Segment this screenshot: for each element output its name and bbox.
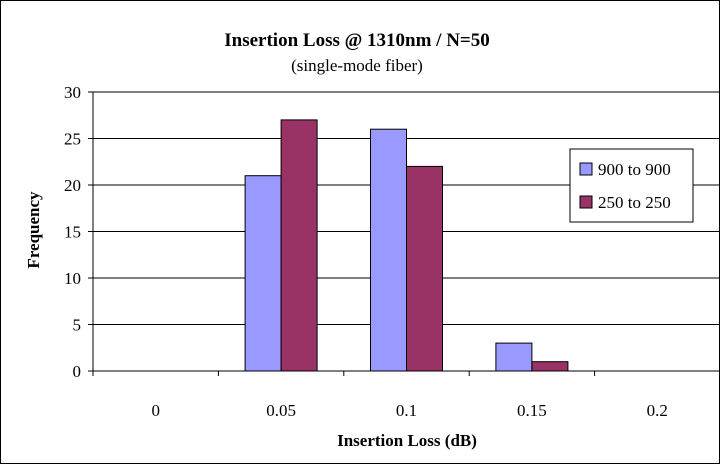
legend-swatch: [579, 162, 593, 176]
y-tick-label: 5: [73, 316, 82, 335]
legend-label: 900 to 900: [598, 160, 671, 179]
x-tick-label: 0.15: [517, 401, 547, 420]
bar-900-to-900-0.1: [370, 128, 407, 372]
y-tick-label: 15: [64, 223, 81, 242]
y-axis-ticks: 0 5 10 15 20 25 30: [64, 83, 93, 381]
bar-900-to-900-0.05: [244, 175, 282, 372]
bar-250-to-250-0.15: [531, 361, 569, 372]
y-tick-label: 30: [64, 83, 81, 102]
x-tick-label: 0.1: [396, 401, 417, 420]
y-tick-label: 25: [64, 130, 81, 149]
bar-250-to-250-0.1: [406, 165, 443, 372]
y-tick-label: 20: [64, 176, 81, 195]
y-tick-label: 10: [64, 269, 81, 288]
x-tick-label: 0: [151, 401, 160, 420]
legend-swatch: [579, 195, 593, 209]
legend-box: [569, 148, 694, 223]
axes: [92, 92, 720, 372]
x-axis-ticks: 0 0.05 0.1 0.15 0.2: [92, 371, 668, 420]
x-axis-label: Insertion Loss (dB): [337, 431, 477, 450]
x-tick-label: 0.05: [266, 401, 296, 420]
legend: 900 to 900 250 to 250: [569, 148, 694, 223]
y-tick-label: 0: [73, 362, 82, 381]
legend-label: 250 to 250: [598, 193, 671, 212]
bar-250-to-250-0.05: [280, 119, 318, 372]
x-tick-label: 0.2: [647, 401, 668, 420]
chart-title: Insertion Loss @ 1310nm / N=50: [224, 30, 490, 51]
y-axis-label: Frequency: [24, 191, 43, 269]
bar-900-to-900-0.15: [495, 342, 533, 372]
chart-subtitle: (single-mode fiber): [291, 56, 423, 75]
bars: [244, 119, 569, 372]
